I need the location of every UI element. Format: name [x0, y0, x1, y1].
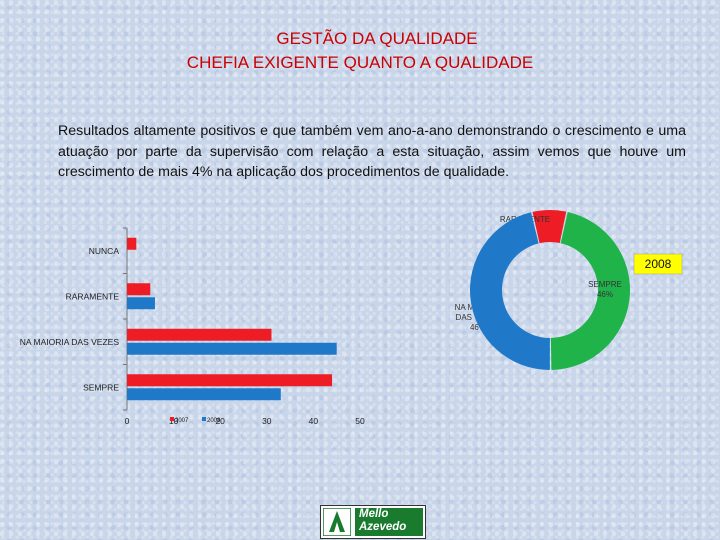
bar-2007	[127, 283, 151, 296]
donut-slice	[469, 212, 550, 370]
category-label: NA MAIORIA DAS VEZES	[20, 337, 120, 347]
page-title: GESTÃO DA QUALIDADE	[276, 29, 478, 48]
summary-paragraph: Resultados altamente positivos e que tam…	[58, 123, 686, 180]
bar-2008	[127, 342, 337, 355]
page-subtitle: CHEFIA EXIGENTE QUANTO A QUALIDADE	[186, 53, 534, 72]
category-label: NUNCA	[89, 246, 120, 256]
legend-label-2007: 2007	[175, 418, 189, 424]
donut-title-box	[633, 253, 683, 275]
x-tick-label: 30	[262, 416, 272, 426]
slice-label: SEMPRE 46%	[588, 280, 622, 299]
company-logo: Mello Azevedo	[320, 505, 426, 539]
bar-2008	[127, 297, 155, 310]
bar-2007	[127, 328, 272, 341]
category-label: SEMPRE	[83, 382, 119, 392]
donut-title: 2008	[645, 257, 672, 271]
bar-2008	[127, 388, 281, 401]
logo-text-line1: Mello	[359, 508, 389, 520]
donut-slice	[532, 210, 567, 244]
category-label: RARAMENTE	[66, 291, 120, 301]
x-tick-label: 40	[309, 416, 319, 426]
bar-chart: NUNCA RARAMENTE NA MAIORIA DAS VEZES SEMPRE…	[20, 227, 365, 426]
legend-swatch-2008	[202, 417, 206, 421]
bar-2007	[127, 374, 333, 387]
x-tick-label: 20	[215, 416, 225, 426]
x-tick-label: 0	[125, 416, 130, 426]
legend-label-2008: 2008	[207, 418, 221, 424]
logo-text: Mello Azevedo	[355, 508, 423, 536]
legend-swatch-2007	[170, 417, 174, 421]
bar-2007	[127, 237, 137, 250]
x-tick-label: 50	[355, 416, 365, 426]
donut-slice	[550, 212, 630, 370]
logo-text-line2: Azevedo	[359, 521, 407, 533]
logo-mark-icon	[323, 508, 351, 536]
